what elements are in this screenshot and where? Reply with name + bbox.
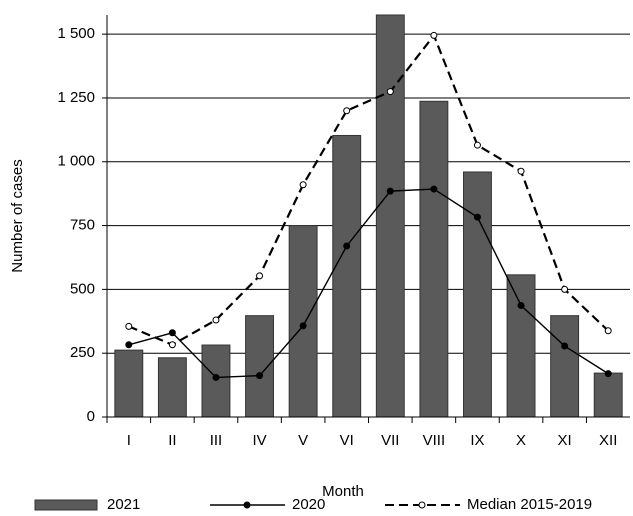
bar	[419, 100, 449, 418]
point	[473, 141, 481, 149]
point	[125, 322, 133, 330]
point	[517, 167, 525, 175]
point	[430, 31, 438, 39]
x-tick-label: VIII	[423, 432, 446, 449]
bar	[157, 357, 187, 418]
x-tick-label: II	[168, 432, 176, 449]
point	[168, 341, 176, 349]
x-tick-label: XI	[558, 432, 572, 449]
y-tick-label: 1 500	[57, 25, 95, 42]
legend-label: 2020	[292, 496, 325, 513]
bar	[375, 14, 405, 418]
point	[256, 272, 264, 280]
legend-marker	[243, 501, 251, 509]
y-tick-label: 250	[70, 344, 95, 361]
point	[343, 107, 351, 115]
legend-swatch	[34, 499, 98, 511]
x-tick-label: VI	[340, 432, 354, 449]
point	[168, 329, 176, 337]
x-tick-label: III	[210, 432, 223, 449]
x-tick-label: X	[516, 432, 526, 449]
bar	[332, 134, 362, 418]
x-tick-label: V	[298, 432, 308, 449]
legend-label: Median 2015-2019	[467, 496, 592, 513]
y-tick-label: 750	[70, 217, 95, 234]
point	[343, 242, 351, 250]
x-tick-label: VII	[381, 432, 399, 449]
bar	[593, 372, 623, 418]
y-tick-label: 1 250	[57, 89, 95, 106]
x-tick-label: I	[127, 432, 131, 449]
y-axis-label: Number of cases	[9, 159, 26, 272]
point	[299, 322, 307, 330]
point	[430, 185, 438, 193]
y-tick-label: 1 000	[57, 153, 95, 170]
bar	[288, 225, 318, 418]
dashed-line	[128, 33, 609, 346]
legend-marker	[418, 501, 426, 509]
bar	[245, 315, 274, 418]
bar	[506, 274, 536, 418]
point	[212, 373, 220, 381]
x-axis-label: Month	[322, 483, 364, 500]
x-tick-label: IX	[470, 432, 484, 449]
point	[517, 301, 525, 309]
point	[561, 342, 569, 350]
line	[128, 188, 609, 379]
point	[604, 327, 612, 335]
point	[604, 370, 612, 378]
x-tick-label: IV	[252, 432, 266, 449]
bar	[463, 171, 492, 418]
point	[256, 372, 264, 380]
bar	[114, 349, 144, 418]
point	[125, 341, 133, 349]
point	[561, 285, 569, 293]
x-tick-label: XII	[599, 432, 617, 449]
point	[212, 316, 220, 324]
point	[473, 213, 481, 221]
y-tick-label: 500	[70, 280, 95, 297]
y-tick-label: 0	[87, 408, 95, 425]
point	[386, 88, 394, 96]
point	[299, 181, 307, 189]
legend-label: 2021	[107, 496, 140, 513]
bar	[550, 315, 580, 418]
point	[386, 187, 394, 195]
bar	[201, 344, 231, 418]
